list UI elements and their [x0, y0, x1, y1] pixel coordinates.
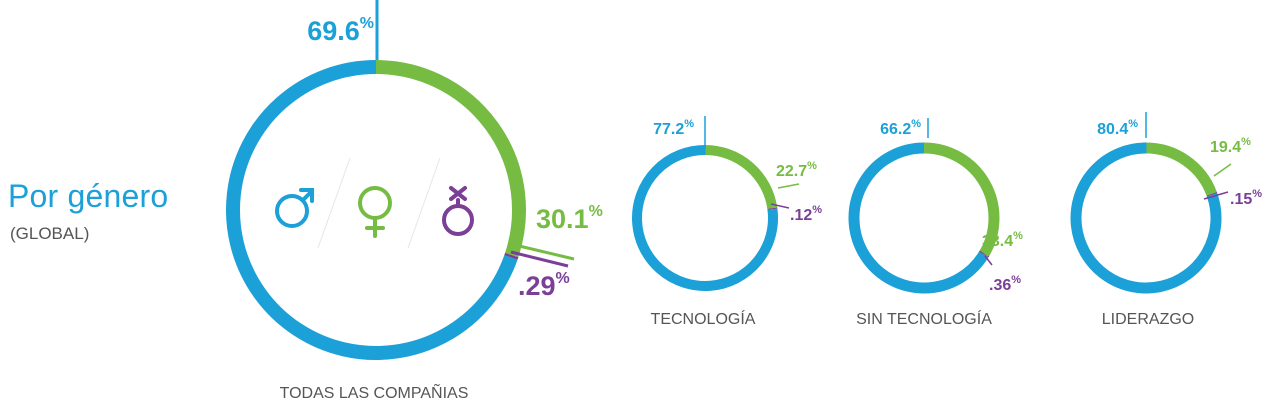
- slice-female: [1145, 142, 1217, 196]
- chart-title: LIDERAZGO: [1102, 311, 1194, 328]
- slice-male: [1070, 142, 1222, 294]
- leader-line-other: [770, 203, 790, 209]
- donut-chart: 77.2% 22.7% .12% TECNOLOGÍA: [632, 116, 822, 328]
- chart-title: TODAS LAS COMPAÑIAS: [280, 382, 469, 402]
- chart-title: TECNOLOGÍA: [651, 309, 756, 328]
- chart-title: SIN TECNOLOGÍA: [856, 309, 992, 328]
- icon-divider-left: [317, 157, 351, 249]
- donut-chart: 80.4% 19.4% .15% LIDERAZGO: [1070, 112, 1262, 328]
- icon-divider-right: [407, 157, 441, 249]
- value-label-male: 66.2%: [880, 118, 921, 138]
- donut-chart: 69.6% 30.1% .29% TODAS LAS COMPAÑIAS: [226, 0, 603, 402]
- female-symbol-icon: [358, 186, 392, 238]
- leader-line-female: [1213, 163, 1232, 177]
- section-title: Por género: [8, 178, 169, 214]
- leader-line-female: [514, 243, 575, 261]
- value-label-other: .29%: [518, 270, 570, 301]
- value-label-female: 30.1%: [536, 203, 603, 234]
- leader-line-female: [981, 250, 989, 257]
- slice-female: [375, 60, 526, 258]
- value-label-other: .12%: [790, 204, 822, 224]
- value-label-male: 69.6%: [307, 15, 374, 46]
- slice-male: [226, 60, 518, 360]
- leader-line-female: [777, 183, 800, 189]
- slice-male: [848, 142, 989, 294]
- section-subtitle: (GLOBAL): [10, 224, 90, 243]
- leader-line-other: [984, 255, 993, 266]
- value-label-other: .15%: [1230, 188, 1262, 208]
- value-label-male: 80.4%: [1097, 118, 1138, 138]
- slice-other: [504, 252, 519, 260]
- donut-chart: 66.2% 33.4% .36% SIN TECNOLOGÍA: [848, 118, 1023, 328]
- value-label-other: .36%: [989, 274, 1021, 294]
- leader-line-other: [510, 250, 569, 268]
- value-label-female: 33.4%: [982, 230, 1023, 250]
- value-label-female: 19.4%: [1210, 136, 1251, 156]
- gender-icons: [275, 157, 474, 249]
- slice-female: [923, 142, 1000, 257]
- leader-line-other: [1203, 191, 1229, 200]
- value-label-female: 22.7%: [776, 160, 817, 180]
- slice-male: [632, 145, 778, 291]
- male-symbol-icon: [275, 188, 314, 228]
- slice-female: [704, 145, 778, 210]
- transgender-symbol-icon: [442, 186, 474, 236]
- value-label-male: 77.2%: [653, 118, 694, 138]
